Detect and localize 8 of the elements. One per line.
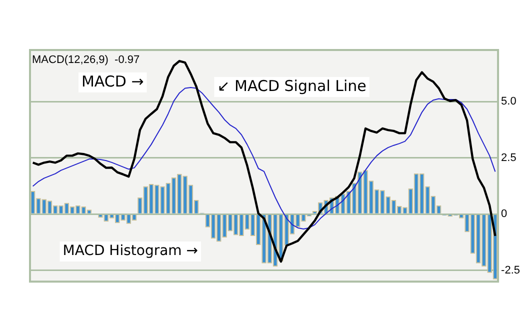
y-tick-label: 0 (501, 208, 508, 220)
y-tick-label: 5.0 (501, 96, 516, 108)
y-tick-label: 2.5 (501, 152, 516, 164)
annotation: MACD Histogram → (62, 243, 198, 260)
annotation: MACD → (81, 72, 144, 90)
y-tick-label: -2.5 (501, 264, 520, 276)
annotation: ↙ MACD Signal Line (217, 76, 366, 95)
annotation: MACD(12,26,9) -0.97 (32, 54, 140, 66)
